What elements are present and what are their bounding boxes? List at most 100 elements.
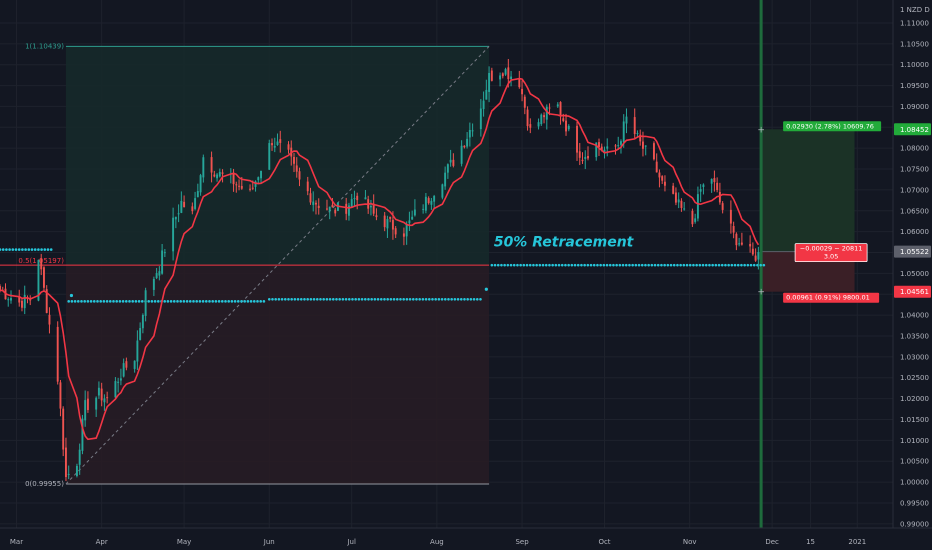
time-tick-label: Apr: [96, 538, 108, 546]
candle-body: [710, 178, 713, 184]
price-axis[interactable]: 1 NZD D 1.11000 1.10500 1.10000 1.09500 1.09…: [892, 0, 932, 550]
support-dot: [640, 263, 644, 267]
candle-body: [273, 145, 276, 148]
candle-body: [617, 145, 620, 147]
candle-body: [661, 176, 664, 181]
support-dot: [402, 297, 405, 301]
support-dot: [150, 300, 154, 303]
support-dot: [711, 263, 714, 267]
candle-body: [386, 219, 389, 229]
support-dot: [293, 297, 297, 301]
support-dot: [679, 263, 682, 267]
candle-body: [625, 116, 628, 124]
candle-body: [210, 157, 213, 173]
candle-body: [136, 340, 139, 362]
candle-body: [350, 199, 353, 208]
candle-body: [260, 170, 262, 179]
support-dot: [303, 297, 306, 301]
fib-level-1-label: 1(1.10439): [25, 42, 64, 50]
price-tick-label: 1.06500: [900, 207, 929, 215]
candle-body: [529, 124, 532, 128]
candle-body: [369, 206, 372, 208]
support-dot: [509, 263, 513, 267]
candle-body: [729, 209, 732, 224]
candle-body: [257, 177, 260, 181]
candle-body: [213, 174, 216, 177]
support-dot: [634, 263, 638, 267]
support-dot: [185, 300, 189, 303]
position-handle[interactable]: +: [757, 125, 765, 135]
support-dot: [714, 263, 718, 267]
price-tick-label: 1.10000: [900, 61, 929, 69]
candle-body: [232, 172, 235, 185]
support-dot: [224, 300, 227, 303]
candle-body: [581, 159, 584, 162]
support-dotted-lines: [0, 248, 766, 303]
price-tick-label: 1.00500: [900, 458, 929, 466]
current-pnl-line2: 3.05: [824, 253, 838, 261]
support-dot: [424, 297, 428, 301]
candle-body: [133, 360, 136, 369]
candle-body: [479, 108, 482, 130]
candle-body: [309, 193, 312, 203]
support-dot: [450, 297, 453, 301]
price-highlight-label: 1.08452: [900, 126, 929, 134]
position-tool[interactable]: 0.02930 (2.78%) 10609.76 0.00961 (0.91%)…: [757, 121, 882, 303]
time-axis[interactable]: Mar Apr May Jun Jul Aug Sep Oct Nov Dec 15 2021: [0, 527, 932, 550]
support-dot: [447, 297, 450, 301]
support-dot: [519, 263, 522, 267]
candle-body: [383, 215, 386, 228]
candle-body: [633, 117, 636, 134]
candle-body: [48, 314, 51, 325]
candle-body: [738, 243, 741, 245]
support-dot: [271, 297, 274, 301]
position-handle[interactable]: +: [757, 288, 765, 298]
support-dot: [115, 300, 118, 303]
candle-body: [620, 141, 622, 145]
support-dot: [408, 297, 412, 301]
candle-body: [43, 267, 45, 288]
support-dot: [383, 297, 386, 301]
candle-body: [652, 143, 655, 160]
candle-body: [444, 172, 447, 187]
support-dot: [287, 297, 290, 301]
support-dot: [112, 300, 115, 303]
candle-body: [375, 215, 378, 218]
candle-body: [641, 141, 644, 149]
candle-body: [713, 178, 716, 183]
target-label-box: [783, 121, 882, 132]
fibonacci-retracement[interactable]: 1(1.10439) 0.5(1.05197) 0(0.99955): [0, 42, 490, 488]
support-dot: [249, 300, 253, 303]
candle-body: [603, 149, 606, 152]
support-dot: [363, 297, 367, 301]
support-dot: [153, 300, 157, 303]
support-dot: [749, 263, 753, 267]
support-dot: [204, 300, 208, 303]
candle-body: [677, 199, 680, 203]
candle-body: [331, 204, 334, 208]
price-highlight-box: [894, 245, 931, 258]
support-dot: [354, 297, 357, 301]
support-dot: [456, 297, 460, 301]
candle-body: [595, 142, 598, 158]
support-dot: [612, 263, 615, 267]
support-dot: [453, 297, 457, 301]
candle-body: [196, 191, 199, 198]
support-dot: [415, 297, 418, 301]
candle-body: [125, 361, 128, 368]
candle-body: [740, 242, 743, 245]
support-dot: [192, 300, 195, 303]
support-dot: [70, 300, 74, 303]
candle-body: [658, 172, 661, 178]
support-dot: [124, 300, 128, 303]
support-dot: [156, 300, 160, 303]
support-dot: [596, 263, 599, 267]
support-dot: [49, 248, 53, 251]
support-dot: [14, 248, 18, 251]
candle-body: [587, 155, 589, 159]
support-dot: [73, 300, 77, 303]
candle-body: [172, 217, 175, 252]
support-dot: [89, 300, 93, 303]
support-dot: [701, 263, 705, 267]
